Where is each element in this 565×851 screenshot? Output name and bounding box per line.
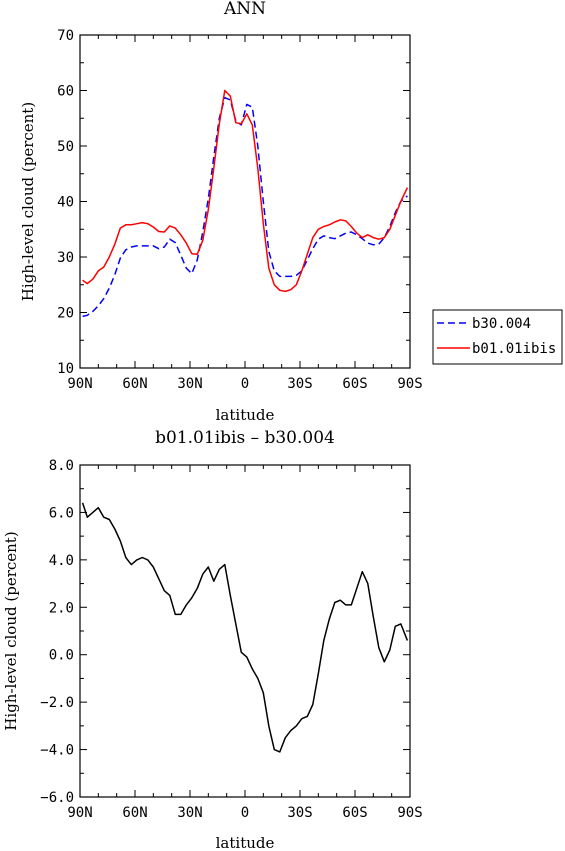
bottom-chart-ticks: 90N 60N 30N 0 30S 60S 90S −6.0 −4.0 −2.0 0.0 2.0 4.0…	[40, 458, 422, 821]
top-chart-frame	[79, 34, 411, 369]
x-tick-label: 60S	[342, 376, 367, 392]
top-chart-x-axis-label: latitude	[216, 406, 275, 424]
y-tick-label: −6.0	[40, 790, 74, 806]
x-tick-label: 0	[241, 805, 249, 821]
y-tick-label: 70	[57, 28, 74, 44]
top-chart-title: ANN	[223, 0, 266, 19]
y-tick-label: 20	[57, 306, 74, 322]
series-line-diff-0	[81, 502, 409, 753]
x-tick-label: 90N	[67, 376, 92, 392]
y-tick-label: 30	[57, 250, 74, 266]
series-line-b01.01ibis	[82, 89, 409, 293]
x-tick-label: 60S	[342, 805, 367, 821]
bottom-chart-x-axis-label: latitude	[216, 834, 275, 851]
legend-label-b30.004: b30.004	[472, 316, 531, 332]
y-tick-label: −4.0	[40, 743, 74, 759]
top-chart-series	[82, 89, 409, 318]
bottom-chart-panel: b01.01ibis – b30.004 High-level cloud (p…	[2, 428, 423, 851]
y-tick-label: 6.0	[49, 505, 74, 521]
y-tick-label: 2.0	[49, 600, 74, 616]
x-tick-label: 60N	[122, 376, 147, 392]
legend-box	[432, 309, 563, 365]
bottom-chart-title: b01.01ibis – b30.004	[155, 428, 335, 448]
y-tick-label: 10	[57, 361, 74, 377]
x-tick-label: 60N	[122, 805, 147, 821]
x-tick-label: 90N	[67, 805, 92, 821]
x-tick-label: 30N	[177, 805, 202, 821]
x-tick-label: 30N	[177, 376, 202, 392]
bottom-chart-y-axis-label: High-level cloud (percent)	[2, 531, 20, 730]
legend: b30.004 b01.01ibis	[432, 309, 563, 365]
x-tick-label: 0	[241, 376, 249, 392]
y-tick-label: 50	[57, 139, 74, 155]
series-line-b30.004	[82, 96, 408, 318]
y-tick-label: −2.0	[40, 695, 74, 711]
legend-label-b01.01ibis: b01.01ibis	[472, 341, 556, 357]
y-tick-label: 0.0	[49, 648, 74, 664]
x-tick-label: 30S	[287, 805, 312, 821]
top-chart-ticks: 90N 60N 30N 0 30S 60S 90S 10 20 30 40 50 60 70	[57, 28, 423, 392]
x-tick-label: 90S	[397, 376, 422, 392]
bottom-chart-frame	[79, 464, 411, 798]
top-chart-y-axis-label: High-level cloud (percent)	[19, 102, 37, 301]
y-tick-label: 8.0	[49, 458, 74, 474]
bottom-chart-series	[81, 502, 409, 753]
y-tick-label: 4.0	[49, 553, 74, 569]
y-tick-label: 40	[57, 195, 74, 211]
y-tick-label: 60	[57, 84, 74, 100]
x-tick-label: 90S	[397, 805, 422, 821]
x-tick-label: 30S	[287, 376, 312, 392]
top-chart-panel: ANN High-level cloud (percent) latitude …	[19, 0, 423, 424]
